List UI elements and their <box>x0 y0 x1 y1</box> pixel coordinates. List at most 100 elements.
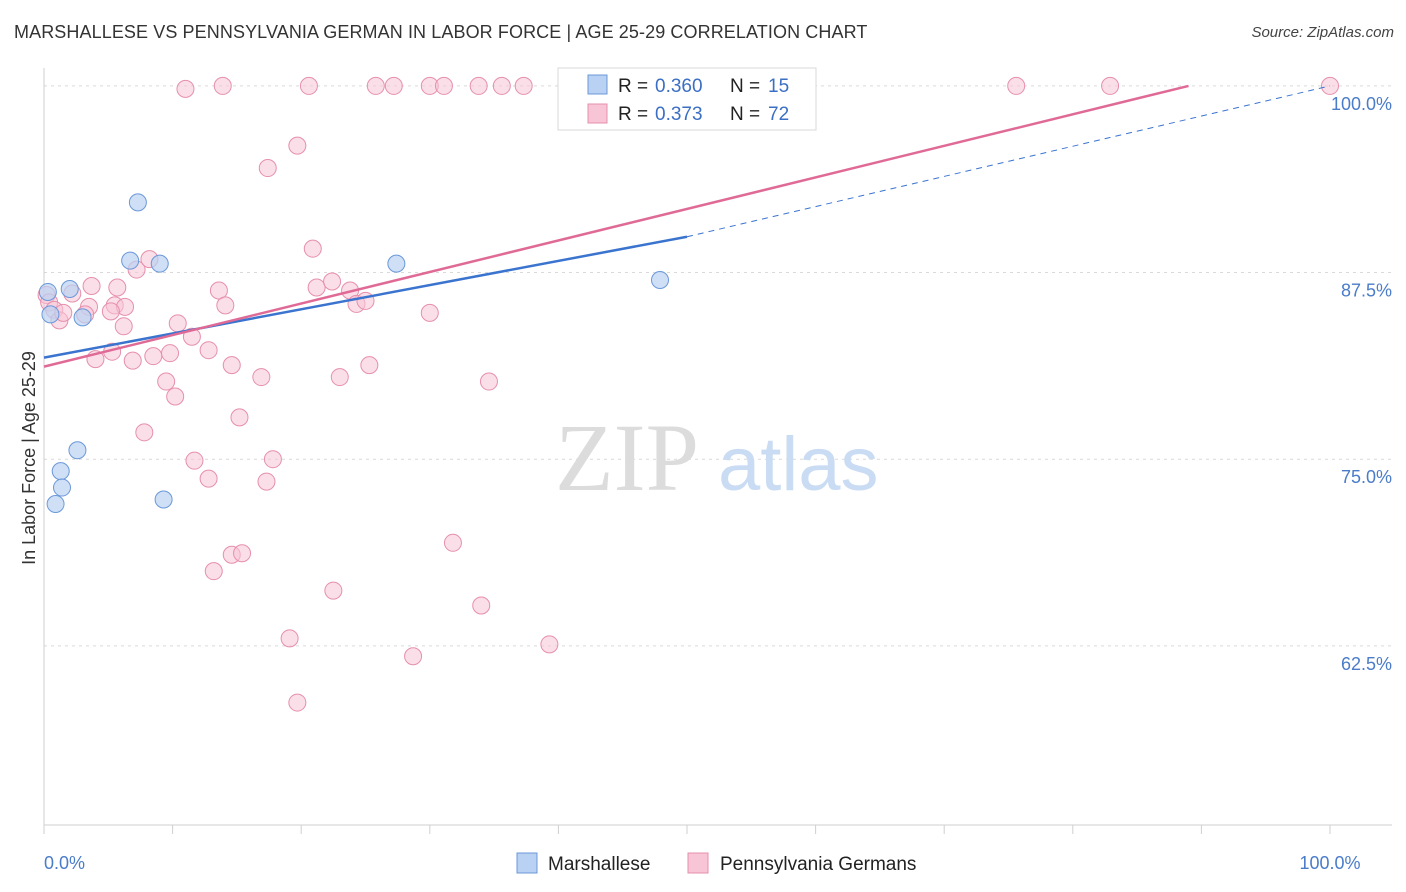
pa-point <box>157 372 176 391</box>
pa-point <box>324 581 343 600</box>
trend-lines <box>43 84 1331 368</box>
legend-swatch-marshallese <box>587 74 608 95</box>
y-tick-label: 62.5% <box>1341 654 1392 674</box>
marshallese-trend-extension <box>686 85 1331 238</box>
y-axis-label: In Labor Force | Age 25-29 <box>19 351 39 565</box>
pa-point <box>123 351 142 370</box>
watermark: ZIP atlas <box>555 404 879 511</box>
pa-point <box>360 356 379 375</box>
legend-n-label-1: N = <box>730 76 760 97</box>
pa-point <box>492 76 511 95</box>
pa-point <box>114 317 133 336</box>
marshallese-point <box>46 494 65 513</box>
pa-point <box>288 693 307 712</box>
marshallese-point <box>128 193 147 212</box>
pa-point <box>299 76 318 95</box>
pa-point <box>108 278 127 297</box>
pa-point <box>280 629 299 648</box>
marshallese-point <box>53 478 72 497</box>
pa-point <box>233 544 252 563</box>
pa-point <box>263 450 282 469</box>
pa-point <box>307 278 326 297</box>
x-tick-label: 100.0% <box>1299 853 1360 873</box>
marshallese-point <box>150 254 169 273</box>
pa-point <box>1101 76 1120 95</box>
y-tick-label: 87.5% <box>1341 281 1392 301</box>
pa-point <box>514 76 533 95</box>
bottom-legend-swatch-pa <box>687 852 709 874</box>
marshallese-point <box>38 282 57 301</box>
pa-point <box>420 303 439 322</box>
pa-point <box>161 344 180 363</box>
pa-point <box>1007 76 1026 95</box>
pa-point <box>82 276 101 295</box>
marshallese-point <box>60 279 79 298</box>
pa-point <box>303 239 322 258</box>
pennsylvania-germans-points <box>37 76 1339 712</box>
legend-r-label-1: R = <box>618 76 648 97</box>
marshallese-point <box>51 462 70 481</box>
marshallese-point <box>73 308 92 327</box>
marshallese-point <box>154 490 173 509</box>
pa-point <box>168 314 187 333</box>
axis-layer <box>43 68 1392 834</box>
pa-point <box>469 76 488 95</box>
legend-n-value-1: 15 <box>768 76 789 97</box>
marshallese-point <box>121 251 140 270</box>
pa-point <box>288 136 307 155</box>
legend-r-value-2: 0.373 <box>655 104 703 125</box>
pa-point <box>176 79 195 98</box>
pa-point <box>204 562 223 581</box>
pa-point <box>222 356 241 375</box>
pa-point <box>230 408 249 427</box>
pa-point <box>101 302 120 321</box>
bottom-legend-swatch-marshallese <box>516 852 538 874</box>
marshallese-points <box>38 193 669 513</box>
x-tick-labels: 0.0% 100.0% <box>44 853 1361 873</box>
x-tick-label: 0.0% <box>44 853 85 873</box>
pa-point <box>209 281 228 300</box>
pa-point <box>479 372 498 391</box>
pa-point <box>258 159 277 178</box>
pa-point <box>252 368 271 387</box>
pa-point <box>540 635 559 654</box>
pa-point <box>213 76 232 95</box>
bottom-legend-label-pa: Pennsylvania Germans <box>720 854 916 875</box>
legend-r-value-1: 0.360 <box>655 76 703 97</box>
pa-point <box>185 451 204 470</box>
pa-point <box>404 647 423 666</box>
pa-point <box>166 387 185 406</box>
grid-layer <box>44 85 1392 647</box>
pa-point <box>199 469 218 488</box>
pa-point <box>199 341 218 360</box>
bottom-legend: Marshallese Pennsylvania Germans <box>516 852 916 875</box>
legend-swatch-pa <box>587 103 608 124</box>
legend-n-value-2: 72 <box>768 104 789 125</box>
pa-trend-line <box>43 84 1189 368</box>
bottom-legend-label-marshallese: Marshallese <box>548 854 650 875</box>
pa-point <box>384 76 403 95</box>
marshallese-point <box>650 271 669 290</box>
pa-point <box>323 272 342 291</box>
pa-point <box>330 368 349 387</box>
chart-title: MARSHALLESE VS PENNSYLVANIA GERMAN IN LA… <box>14 22 868 42</box>
chart-source: Source: ZipAtlas.com <box>1251 24 1394 41</box>
pa-point <box>216 296 235 315</box>
marshallese-point <box>41 305 60 324</box>
marshallese-point <box>387 254 406 273</box>
y-tick-label: 100.0% <box>1331 94 1392 114</box>
marshallese-point <box>68 441 87 460</box>
pa-point <box>472 596 491 615</box>
legend-n-label-2: N = <box>730 104 760 125</box>
pa-point <box>257 472 276 491</box>
y-tick-labels: 100.0% 87.5% 75.0% 62.5% <box>1331 94 1392 674</box>
pa-point <box>366 76 385 95</box>
watermark-zip: ZIP <box>555 404 699 511</box>
marshallese-trend-line <box>43 235 688 359</box>
legend-r-label-2: R = <box>618 104 648 125</box>
pa-point <box>443 533 462 552</box>
pa-point <box>144 347 163 366</box>
pa-point <box>434 76 453 95</box>
pa-point <box>135 423 154 442</box>
